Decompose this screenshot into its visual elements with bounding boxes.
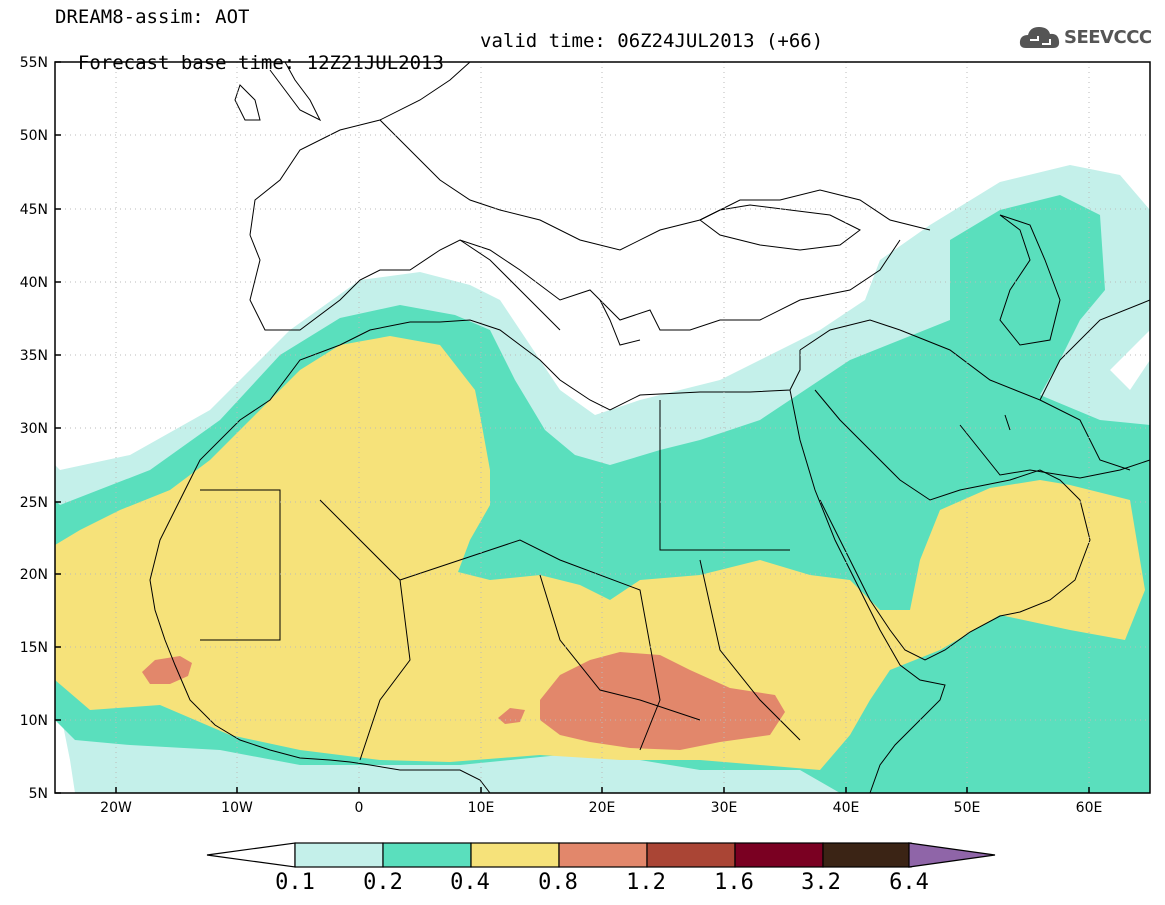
lon-label: 10E (468, 800, 495, 816)
lon-label: 10W (221, 800, 253, 816)
map-title: DREAM8-assim: AOT (55, 6, 250, 28)
lat-label: 25N (20, 495, 48, 511)
aot-contours (55, 165, 1150, 793)
lat-label: 10N (20, 713, 48, 729)
colorbar-cells (294, 842, 912, 868)
cloud-icon (1019, 27, 1060, 48)
colorbar-cell (646, 842, 736, 868)
lat-label: 30N (20, 421, 48, 437)
colorbar-cell (382, 842, 472, 868)
logo-text: SEEVCCC (1064, 27, 1152, 48)
colorbar-label: 6.4 (889, 870, 929, 895)
lat-label: 50N (20, 128, 48, 144)
colorbar-label: 1.2 (626, 870, 666, 895)
seevccc-logo: SEEVCCC (1018, 22, 1152, 56)
gridlines (55, 62, 1150, 793)
valid-time: valid time: 06Z24JUL2013 (+66) (480, 30, 824, 52)
lon-label: 20E (589, 800, 616, 816)
forecast-times: Forecast base time: 12Z21JUL2013 valid t… (55, 30, 823, 96)
aot-band-0.8-main (540, 652, 785, 750)
colorbar-cell (822, 842, 912, 868)
base-time: Forecast base time: 12Z21JUL2013 (77, 52, 444, 74)
colorbar-label: 3.2 (801, 870, 841, 895)
lat-label: 5N (29, 786, 48, 802)
lon-label: 40E (833, 800, 860, 816)
colorbar-label: 1.6 (714, 870, 754, 895)
aot-band-0.8-west (142, 656, 192, 684)
colorbar-over-arrow (908, 842, 996, 868)
lat-label: 55N (20, 55, 48, 71)
aot-band-0.4 (55, 336, 1145, 770)
aot-band-0.8-small (498, 708, 525, 724)
colorbar-label: 0.4 (450, 870, 490, 895)
colorbar-cell (294, 842, 384, 868)
colorbar-label: 0.2 (363, 870, 403, 895)
colorbar-under-arrow (206, 842, 296, 868)
colorbar-cell (470, 842, 560, 868)
coastlines (149, 62, 1150, 793)
longitude-labels: 20W 10W 0 10E 20E 30E 40E 50E 60E (100, 800, 1102, 816)
lon-label: 20W (100, 800, 132, 816)
lat-label: 35N (20, 348, 48, 364)
lon-label: 0 (355, 800, 364, 816)
colorbar-cell (558, 842, 648, 868)
colorbar (206, 842, 996, 868)
lat-label: 45N (20, 202, 48, 218)
colorbar-label: 0.8 (538, 870, 578, 895)
lon-label: 60E (1076, 800, 1103, 816)
latitude-labels: 55N 50N 45N 40N 35N 30N 25N 20N 15N 10N … (20, 55, 48, 802)
aot-map: 55N 50N 45N 40N 35N 30N 25N 20N 15N 10N … (20, 55, 1151, 816)
tick-marks (55, 61, 1090, 794)
lon-label: 50E (954, 800, 981, 816)
colorbar-cell (734, 842, 824, 868)
colorbar-label: 0.1 (275, 870, 315, 895)
lat-label: 40N (20, 275, 48, 291)
lon-label: 30E (711, 800, 738, 816)
lat-label: 15N (20, 640, 48, 656)
lat-label: 20N (20, 567, 48, 583)
